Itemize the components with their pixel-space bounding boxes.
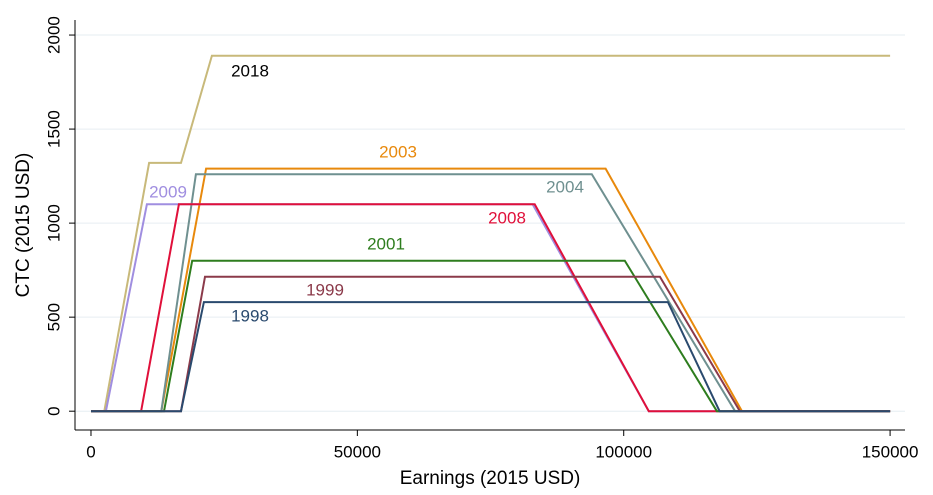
series-label: 1998 <box>231 306 269 325</box>
x-axis-label: Earnings (2015 USD) <box>400 468 581 489</box>
series-label: 2003 <box>379 142 417 161</box>
series-label: 2001 <box>367 234 405 253</box>
y-tick-label: 1000 <box>44 204 63 242</box>
y-tick-label: 0 <box>44 406 63 415</box>
x-tick-label: 0 <box>86 442 95 461</box>
x-tick-label: 50000 <box>334 442 381 461</box>
series-label: 2004 <box>546 177 584 196</box>
series-label: 1999 <box>306 280 344 299</box>
x-tick-label: 100000 <box>595 442 652 461</box>
y-tick-label: 2000 <box>44 16 63 54</box>
x-tick-label: 150000 <box>862 442 919 461</box>
y-tick-label: 1500 <box>44 110 63 148</box>
series-line <box>91 301 891 413</box>
y-tick-label: 500 <box>44 303 63 331</box>
y-axis-label: CTC (2015 USD) <box>13 153 34 298</box>
series-label: 2008 <box>488 208 526 227</box>
series-label: 2009 <box>149 182 187 201</box>
series-label: 2018 <box>231 61 269 80</box>
